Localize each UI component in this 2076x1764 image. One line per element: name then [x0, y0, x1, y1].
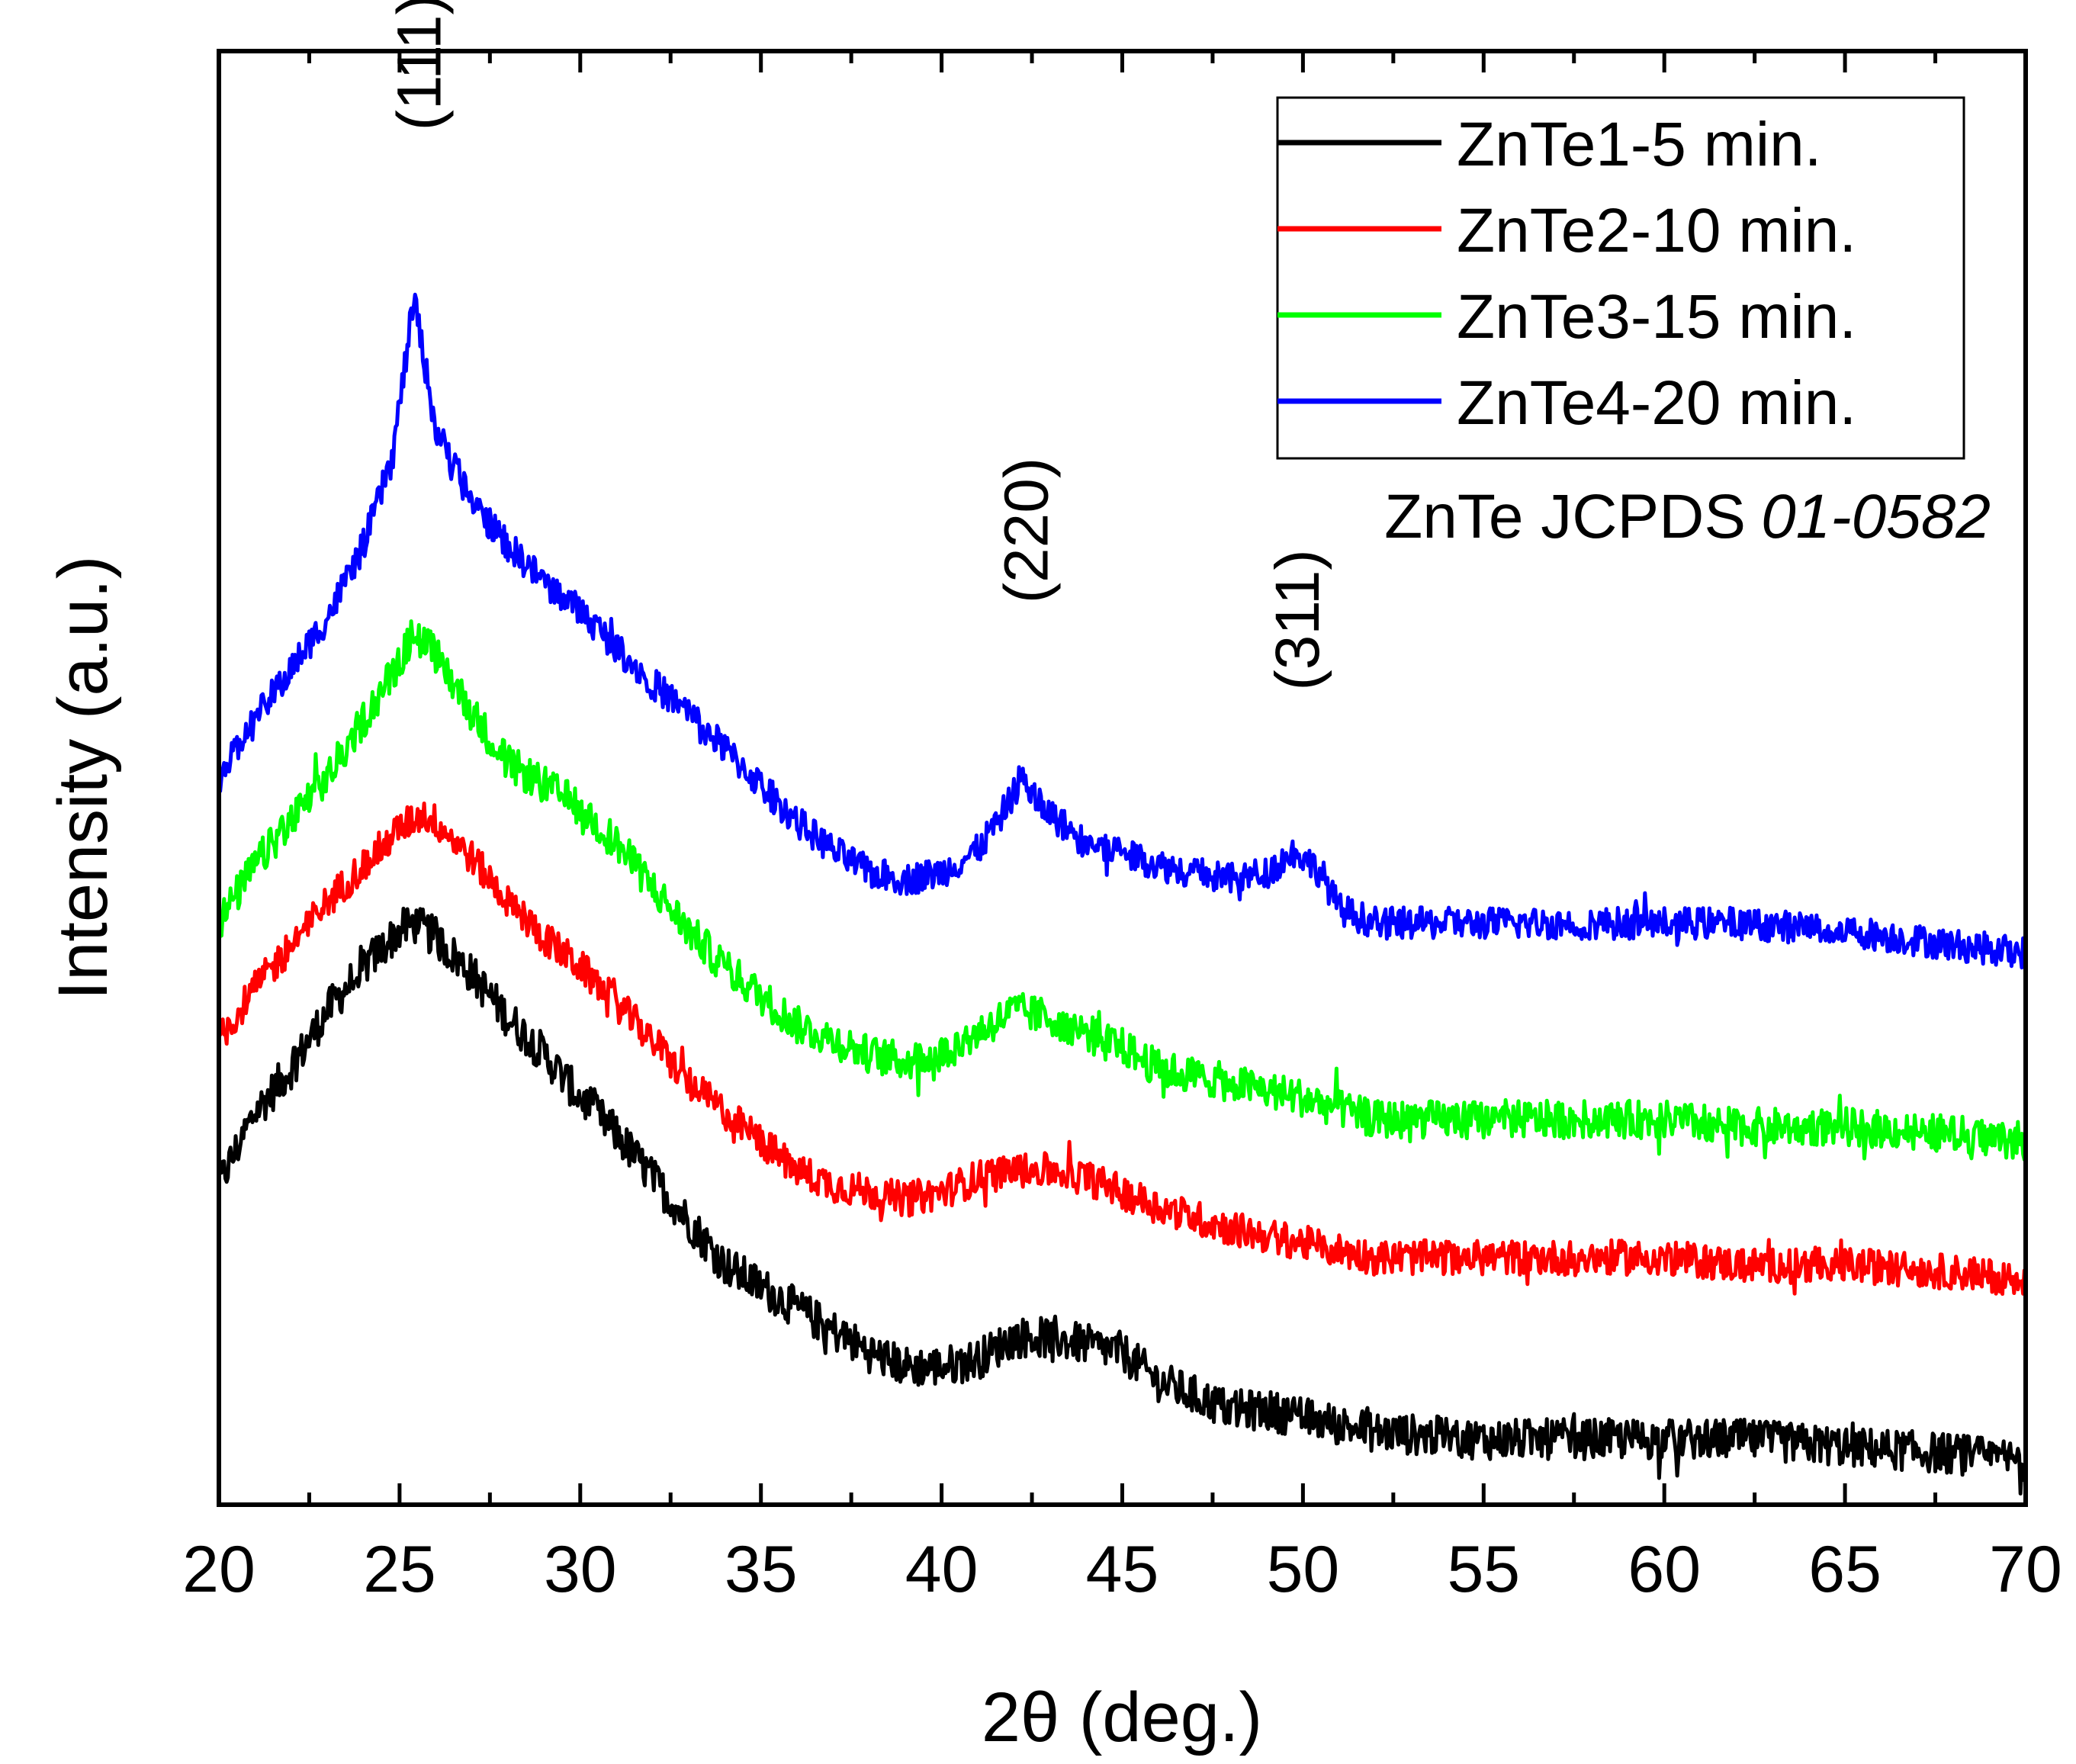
- x-tick-label: 65: [1808, 1533, 1882, 1606]
- legend-label-2: ZnTe2-10 min.: [1457, 196, 1856, 265]
- legend-box: [1276, 96, 1965, 460]
- x-tick-label: 35: [725, 1533, 798, 1606]
- reference-code: 01-0582: [1761, 482, 1991, 551]
- legend: ZnTe1-5 min. ZnTe2-10 min. ZnTe3-15 min. Zn…: [1276, 96, 1965, 460]
- series-line-4: [217, 292, 2028, 970]
- x-tick-label: 45: [1086, 1533, 1159, 1606]
- legend-label-4: ZnTe4-20 min.: [1457, 368, 1856, 438]
- x-tick-label: 60: [1628, 1533, 1701, 1606]
- x-axis-title: 2θ (deg.): [982, 1679, 1262, 1756]
- peak-label-3: (311): [1263, 549, 1332, 690]
- series-line-3: [217, 619, 2028, 1162]
- series-line-2: [217, 802, 2028, 1296]
- legend-label-3: ZnTe3-15 min.: [1457, 282, 1856, 352]
- peak-label-2: (220): [992, 458, 1062, 603]
- reference-name: ZnTe JCPDS: [1384, 482, 1746, 551]
- peak-labels: (111) (220) (311): [385, 0, 1332, 691]
- x-tick-label: 55: [1447, 1533, 1520, 1606]
- x-tick-label: 50: [1267, 1533, 1340, 1606]
- y-axis-title: Intensity (a.u.): [44, 556, 122, 1001]
- x-tick-label: 30: [544, 1533, 617, 1606]
- reference-label: ZnTe JCPDS 01-0582: [1384, 482, 1991, 551]
- peak-label-1: (111): [385, 0, 455, 130]
- series-line-1: [217, 906, 2028, 1496]
- x-tick-label: 70: [1989, 1533, 2062, 1606]
- x-axis-ticks: 20 25 30 35 40 45 50 55 60 65 70: [182, 51, 2062, 1606]
- legend-label-1: ZnTe1-5 min.: [1457, 110, 1822, 179]
- x-tick-label: 40: [905, 1533, 979, 1606]
- x-tick-label: 25: [363, 1533, 436, 1606]
- plot-content: [217, 292, 2028, 1496]
- x-tick-label: 20: [182, 1533, 255, 1606]
